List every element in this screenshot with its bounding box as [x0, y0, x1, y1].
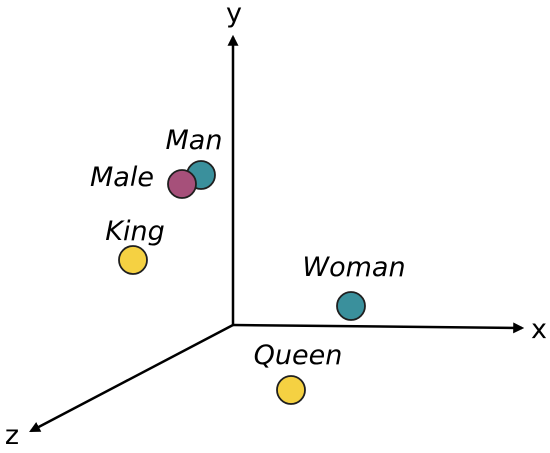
z-axis-label: z — [5, 420, 19, 451]
queen-label: Queen — [254, 340, 343, 371]
woman-point — [337, 292, 365, 320]
y-axis-label: y — [226, 0, 242, 29]
male-label: Male — [90, 162, 154, 193]
king-point — [119, 246, 147, 274]
x-axis-label: x — [531, 314, 547, 345]
king-label: King — [105, 216, 164, 247]
z-axis — [31, 325, 233, 431]
man-label: Man — [166, 125, 223, 156]
x-axis — [233, 325, 522, 328]
male-point — [168, 170, 196, 198]
woman-label: Woman — [302, 252, 405, 283]
queen-point — [277, 376, 305, 404]
